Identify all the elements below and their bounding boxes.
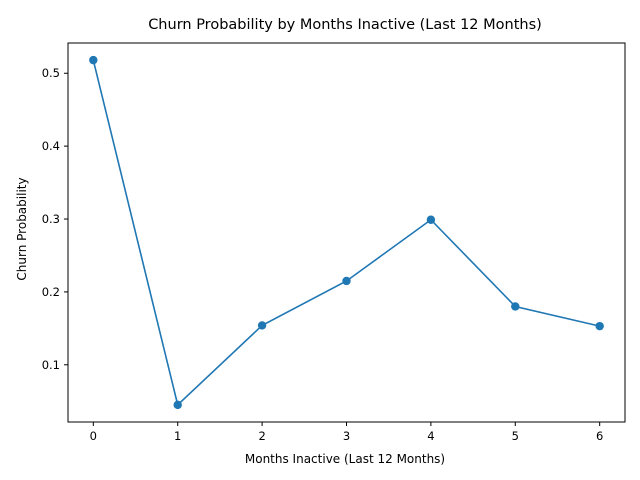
y-tick-label: 0.5 bbox=[42, 66, 60, 80]
data-point-4 bbox=[426, 215, 436, 224]
data-point-0 bbox=[89, 55, 98, 65]
x-axis-label: Months Inactive (Last 12 Months) bbox=[245, 452, 445, 466]
data-point-6 bbox=[595, 321, 604, 331]
x-tick-label: 4 bbox=[427, 429, 434, 443]
plot-area: 0 1 2 3 4 5 6 0.1 0.2 0.3 0.4 0.5 bbox=[42, 42, 626, 443]
y-tick-label: 0.3 bbox=[42, 212, 60, 226]
y-axis-label: Churn Probability bbox=[15, 177, 29, 280]
data-point-5 bbox=[511, 302, 520, 311]
x-tick-label: 0 bbox=[90, 429, 97, 443]
y-tick-label: 0.1 bbox=[42, 358, 60, 372]
chart-title: Churn Probability by Months Inactive (La… bbox=[148, 17, 542, 33]
x-tick-label: 3 bbox=[343, 429, 350, 443]
x-tick-label: 1 bbox=[174, 429, 181, 443]
y-tick-label: 0.4 bbox=[42, 139, 60, 153]
x-tick-label: 2 bbox=[258, 429, 265, 443]
data-point-2 bbox=[257, 321, 267, 330]
x-tick-label: 6 bbox=[596, 429, 603, 443]
x-tick-label: 5 bbox=[512, 429, 519, 443]
plot-frame bbox=[67, 42, 626, 423]
y-tick-label: 0.2 bbox=[42, 285, 60, 299]
series-line bbox=[92, 59, 600, 407]
data-point-1 bbox=[173, 400, 182, 410]
data-point-3 bbox=[342, 276, 351, 286]
